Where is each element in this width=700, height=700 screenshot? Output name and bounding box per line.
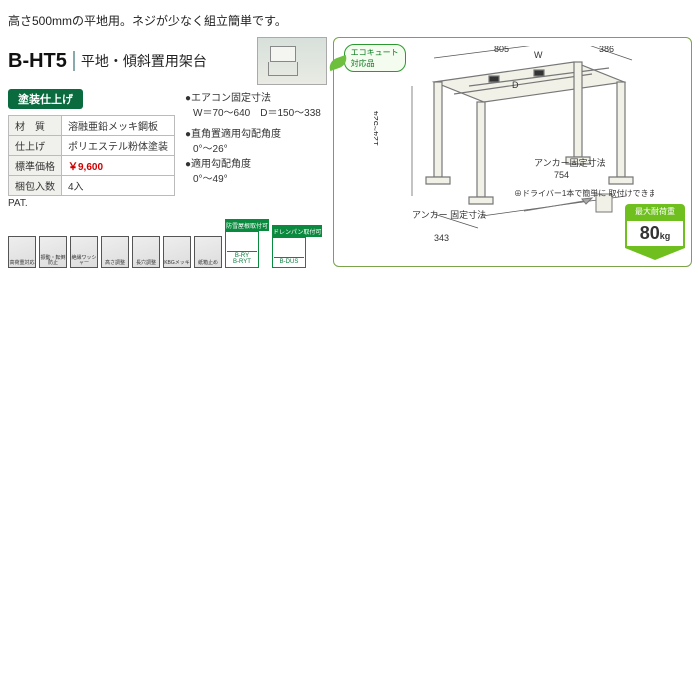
title-divider [73,51,75,71]
dim-width: 805 [494,46,509,54]
opt-thumb-icon [227,234,257,252]
feature-icon [101,236,129,268]
opt-header: ドレンパン取付可 [272,225,322,237]
patent-label: PAT. [8,198,175,209]
anchor-w-label: アンカー固定寸法 [534,157,606,168]
table-row: 仕上げポリエステル粉体塗装 [9,136,175,156]
anchor-d-label: アンカー 固定寸法 [412,209,486,220]
dim-depth: 386 [599,46,614,54]
anchor-d: 343 [434,233,449,243]
left-column: B-HT5 平地・傾斜置用架台 塗装仕上げ 材 質溶融亜鉛メッキ鋼板 仕上げポリ… [8,37,327,268]
feature-icon [70,236,98,268]
thumb-unit-icon [270,46,296,62]
main-row: B-HT5 平地・傾斜置用架台 塗装仕上げ 材 質溶融亜鉛メッキ鋼板 仕上げポリ… [8,37,692,268]
dim-w-label: W [534,50,543,60]
capacity-label: 最大耐荷重 [625,204,685,219]
spec-table: 材 質溶融亜鉛メッキ鋼板 仕上げポリエステル粉体塗装 標準価格￥9,600 梱包… [8,115,175,196]
diagram-panel: エコキュート 対応品 [333,37,692,267]
feature-icon [8,236,36,268]
product-title: 平地・傾斜置用架台 [81,51,207,71]
opt-thumb-icon [274,240,304,258]
capacity-value: 80kg [625,219,685,248]
anchor-w: 754 [554,170,569,180]
angle-apply-label: ●適用勾配角度 [185,157,321,172]
spec-block: 塗装仕上げ 材 質溶融亜鉛メッキ鋼板 仕上げポリエステル粉体塗装 標準価格￥9,… [8,89,327,209]
option-icon-group: ドレンパン取付可 B-DUS [272,225,322,268]
capacity-badge: 最大耐荷重 80kg [625,204,685,260]
spec-val: 溶融亜鉛メッキ鋼板 [62,116,175,136]
table-row: 材 質溶融亜鉛メッキ鋼板 [9,116,175,136]
spec-key: 仕上げ [9,136,62,156]
opt-header: 防雪屋根取付可 [225,219,269,231]
spec-price: ￥9,600 [62,156,175,176]
spec-val: 4入 [62,176,175,196]
spec-key: 梱包入数 [9,176,62,196]
table-row: 標準価格￥9,600 [9,156,175,176]
option-icon: B-RY B-RYT [225,231,259,268]
install-note: ⊕ドライバー1本で簡単に 取付けできます。 [514,188,654,198]
aircon-fixed-w: W＝70～640 D＝150～338 [185,106,321,121]
finish-badge: 塗装仕上げ [8,89,83,109]
option-icon-group: 防雪屋根取付可 B-RY B-RYT [225,219,269,268]
aircon-fixed-label: ●エアコン固定寸法 [185,91,321,106]
dim-d-label: D [512,80,519,90]
feature-icons-row: 防雪屋根取付可 B-RY B-RYT ドレンパン取付可 B-DUS [8,219,327,268]
stand-diagram: 805 W 386 D 124~524 アンカー固定寸法 754 アンカー 固定… [374,46,654,246]
angle-apply-val: 0°～49° [185,172,321,187]
feature-icon [132,236,160,268]
model-number: B-HT5 [8,50,67,73]
bullet-specs: ●エアコン固定寸法 W＝70～640 D＝150～338 ●直角置適用勾配角度 … [185,89,321,209]
spec-key: 標準価格 [9,156,62,176]
thumb-stand-icon [268,62,298,76]
option-icon: B-DUS [272,237,306,268]
feature-icon [163,236,191,268]
down-arrow-icon [625,248,685,260]
feature-icon [194,236,222,268]
thumbnail-illustration [257,37,327,85]
feature-icon [39,236,67,268]
angle-right-val: 0°～26° [185,142,321,157]
spec-val: ポリエステル粉体塗装 [62,136,175,156]
title-row: B-HT5 平地・傾斜置用架台 [8,37,327,85]
intro-text: 高さ500mmの平地用。ネジが少なく組立簡単です。 [8,12,692,29]
angle-right-label: ●直角置適用勾配角度 [185,127,321,142]
spec-key: 材 質 [9,116,62,136]
dim-height: 124~524 [374,111,380,146]
table-row: 梱包入数4入 [9,176,175,196]
